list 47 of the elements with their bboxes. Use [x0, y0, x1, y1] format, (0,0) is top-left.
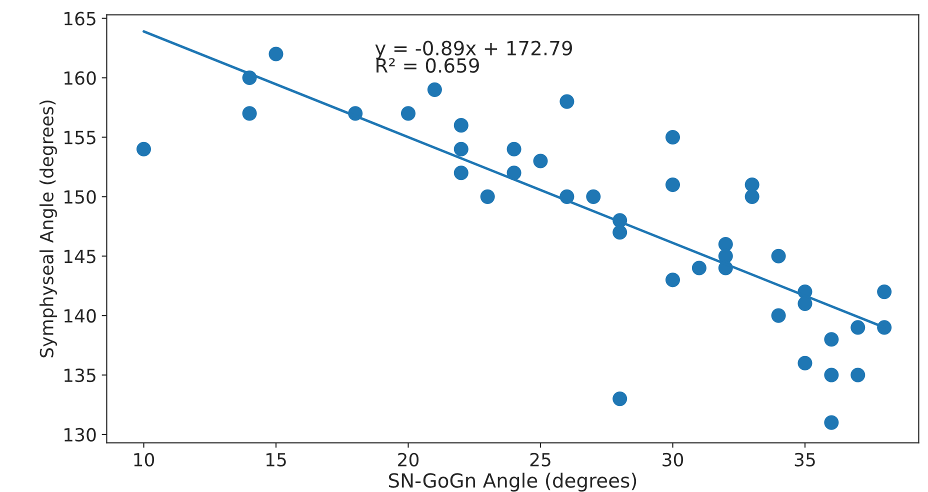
x-tick-label: 20 [398, 452, 419, 466]
y-tick-label: 140 [64, 309, 96, 323]
y-tick-label: 160 [64, 71, 96, 85]
point [665, 272, 680, 288]
point [824, 415, 839, 430]
point [454, 142, 468, 156]
point [665, 178, 680, 192]
point [612, 392, 628, 406]
point [850, 368, 866, 382]
point [586, 189, 601, 204]
point [798, 356, 812, 370]
x-axis-title: SN-GoGn Angle (degrees) [388, 472, 636, 492]
point [454, 166, 468, 180]
point [612, 225, 628, 240]
point [242, 106, 257, 121]
y-tick-label: 150 [64, 190, 96, 204]
y-tick-label: 155 [64, 130, 96, 144]
y-axis-title: Symphyseal Angle (degrees) [40, 100, 57, 358]
point [744, 189, 760, 204]
x-tick-label: 30 [662, 452, 684, 466]
x-tick-label: 10 [134, 452, 154, 466]
point [665, 130, 680, 145]
y-tick-label: 135 [64, 368, 96, 382]
point [480, 189, 495, 204]
point [824, 368, 839, 382]
point [692, 260, 706, 276]
point [427, 82, 442, 97]
point [771, 308, 786, 323]
x-tick-label: 15 [266, 453, 286, 466]
y-tick-label: 145 [64, 250, 96, 264]
y-tick-label: 130 [64, 428, 96, 442]
point [506, 142, 522, 156]
point [136, 142, 152, 156]
point [850, 320, 866, 335]
point [877, 284, 892, 300]
point [268, 46, 284, 62]
point [454, 118, 468, 133]
point [533, 154, 548, 168]
point [560, 94, 574, 109]
point [400, 106, 416, 121]
point [798, 296, 812, 311]
point [771, 248, 786, 264]
x-tick-label: 25 [530, 452, 550, 466]
y-tick-label: 165 [64, 12, 96, 26]
point [824, 332, 839, 347]
x-tick-label: 35 [794, 452, 815, 466]
annotation: y = -0.89x + 172.79 R² = 0.659 [375, 40, 572, 73]
